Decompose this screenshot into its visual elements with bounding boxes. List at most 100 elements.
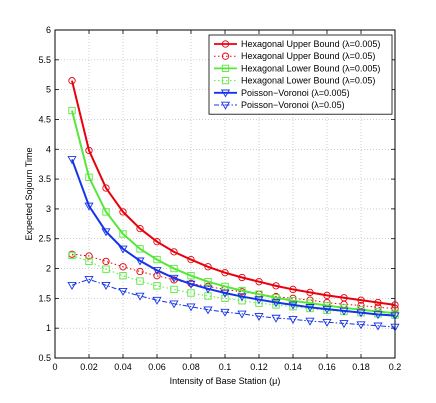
series-point — [390, 312, 400, 321]
y-tick-label: 1.5 — [38, 293, 51, 303]
series-point — [203, 285, 213, 294]
legend-swatch-marker — [221, 52, 230, 60]
series-point — [102, 257, 110, 266]
y-tick-label: 2.5 — [38, 234, 51, 244]
series-point — [118, 245, 128, 254]
axis-ticks: 0 0.02 0.04 0.06 0.08 0.1 0.12 0.14 0.16 0.18 0.2 0… — [38, 25, 401, 372]
series-point — [153, 272, 161, 280]
series-point — [374, 298, 382, 307]
series-point — [119, 230, 127, 238]
series-point — [136, 267, 144, 276]
series-point — [153, 282, 161, 290]
series-point — [102, 265, 110, 273]
series-point — [119, 272, 127, 280]
y-tick-label: 2 — [46, 264, 51, 274]
series-group — [67, 77, 400, 332]
x-tick-label: 0.12 — [250, 362, 268, 372]
series-point — [102, 184, 110, 192]
legend: Hexagonal Upper Bound (λ=0.005) Hexagonal… — [208, 34, 393, 115]
y-tick-label: 1 — [46, 323, 51, 333]
series-point — [356, 321, 366, 330]
series-point — [135, 257, 145, 266]
series-point — [85, 252, 93, 260]
y-tick-label: 5 — [46, 85, 51, 95]
x-tick-label: 0.06 — [148, 362, 166, 372]
series-5 — [67, 156, 400, 321]
series-point — [169, 300, 179, 309]
series-point — [204, 278, 212, 286]
series-point — [339, 307, 349, 316]
series-point — [221, 294, 229, 303]
x-tick-label: 0.2 — [389, 362, 402, 372]
series-point — [119, 208, 127, 216]
x-tick-label: 0.02 — [80, 362, 98, 372]
legend-entry-label: Hexagonal Lower Bound (λ=0.05) — [241, 76, 375, 86]
series-point — [203, 306, 213, 315]
y-tick-label: 4 — [46, 144, 51, 154]
series-point — [135, 292, 145, 301]
x-tick-label: 0.18 — [352, 362, 370, 372]
series-point — [152, 267, 162, 276]
series-point — [119, 263, 127, 271]
series-point — [255, 290, 263, 298]
series-point — [136, 224, 144, 233]
y-tick-label: 0.5 — [38, 353, 51, 363]
series-point — [85, 146, 93, 155]
series-point — [170, 248, 178, 256]
series-point — [254, 296, 264, 305]
series-6 — [67, 276, 400, 332]
legend-swatch-marker — [220, 89, 231, 98]
legend-swatch-marker — [221, 40, 230, 48]
x-axis-label: Intensity of Base Station (μ) — [170, 376, 281, 386]
series-point — [272, 294, 280, 302]
x-tick-label: 0 — [52, 362, 57, 372]
legend-entry-label: Hexagonal Upper Bound (λ=0.005) — [241, 39, 380, 49]
series-point — [322, 305, 332, 314]
x-tick-label: 0.04 — [114, 362, 132, 372]
series-point — [136, 245, 144, 253]
x-tick-label: 0.1 — [219, 362, 232, 372]
series-point — [153, 238, 161, 246]
series-point — [187, 272, 195, 280]
series-point — [101, 281, 111, 290]
x-tick-label: 0.08 — [182, 362, 200, 372]
series-point — [170, 264, 178, 273]
series-point — [102, 208, 110, 216]
series-point — [204, 263, 212, 271]
series-point — [220, 289, 230, 298]
series-point — [84, 276, 94, 284]
y-tick-label: 5.5 — [38, 55, 51, 65]
series-point — [305, 317, 315, 326]
series-point — [186, 280, 196, 289]
series-point — [288, 301, 298, 310]
y-tick-label: 3 — [46, 204, 51, 214]
series-point — [221, 269, 229, 277]
series-point — [221, 282, 229, 291]
series-point — [186, 303, 196, 312]
series-point — [390, 323, 400, 332]
series-point — [68, 251, 76, 260]
series-point — [305, 304, 315, 313]
series-point — [237, 310, 247, 319]
legend-box — [208, 34, 393, 115]
series-point — [323, 291, 331, 300]
series-point — [169, 274, 179, 283]
y-axis-label: Expected Sojourn Time — [24, 147, 34, 240]
series-point — [67, 156, 77, 165]
series-point — [152, 296, 162, 305]
series-point — [255, 278, 263, 286]
series-point — [153, 255, 161, 264]
series-point — [271, 299, 281, 308]
series-point — [68, 77, 76, 85]
series-point — [237, 293, 247, 302]
series-point — [84, 202, 94, 211]
y-tick-label: 6 — [46, 25, 51, 35]
series-point — [85, 257, 93, 266]
series-point — [306, 288, 314, 297]
legend-swatch-marker — [221, 76, 230, 85]
legend-swatch-marker — [220, 101, 231, 110]
series-point — [220, 308, 230, 317]
series-point — [238, 273, 246, 282]
legend-swatch-marker — [221, 64, 230, 73]
